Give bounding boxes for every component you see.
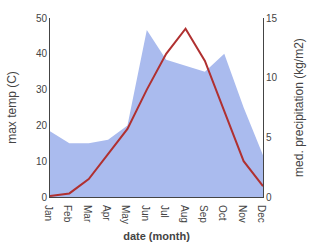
svg-text:15: 15 bbox=[266, 13, 278, 24]
svg-text:Apr: Apr bbox=[101, 205, 112, 221]
svg-text:Oct: Oct bbox=[217, 205, 228, 221]
svg-text:Jul: Jul bbox=[159, 205, 170, 218]
svg-text:Nov: Nov bbox=[237, 205, 248, 223]
svg-text:0: 0 bbox=[266, 192, 272, 203]
svg-text:10: 10 bbox=[266, 72, 278, 83]
svg-text:20: 20 bbox=[36, 120, 48, 131]
svg-text:Feb: Feb bbox=[62, 205, 73, 223]
svg-text:Jan: Jan bbox=[43, 205, 54, 221]
svg-text:40: 40 bbox=[36, 48, 48, 59]
svg-text:10: 10 bbox=[36, 156, 48, 167]
svg-text:med. precipitation (kg/m2): med. precipitation (kg/m2) bbox=[292, 38, 306, 177]
svg-text:5: 5 bbox=[266, 132, 272, 143]
svg-text:0: 0 bbox=[41, 192, 47, 203]
svg-text:Aug: Aug bbox=[179, 205, 190, 223]
svg-text:Mar: Mar bbox=[82, 205, 93, 223]
svg-text:Dec: Dec bbox=[256, 205, 267, 223]
svg-text:Sep: Sep bbox=[198, 205, 209, 223]
svg-text:30: 30 bbox=[36, 84, 48, 95]
svg-text:50: 50 bbox=[36, 13, 48, 24]
svg-text:max temp (C): max temp (C) bbox=[5, 71, 19, 144]
svg-text:May: May bbox=[120, 205, 131, 224]
svg-text:Jun: Jun bbox=[140, 205, 151, 221]
svg-text:date (month): date (month) bbox=[123, 230, 190, 242]
